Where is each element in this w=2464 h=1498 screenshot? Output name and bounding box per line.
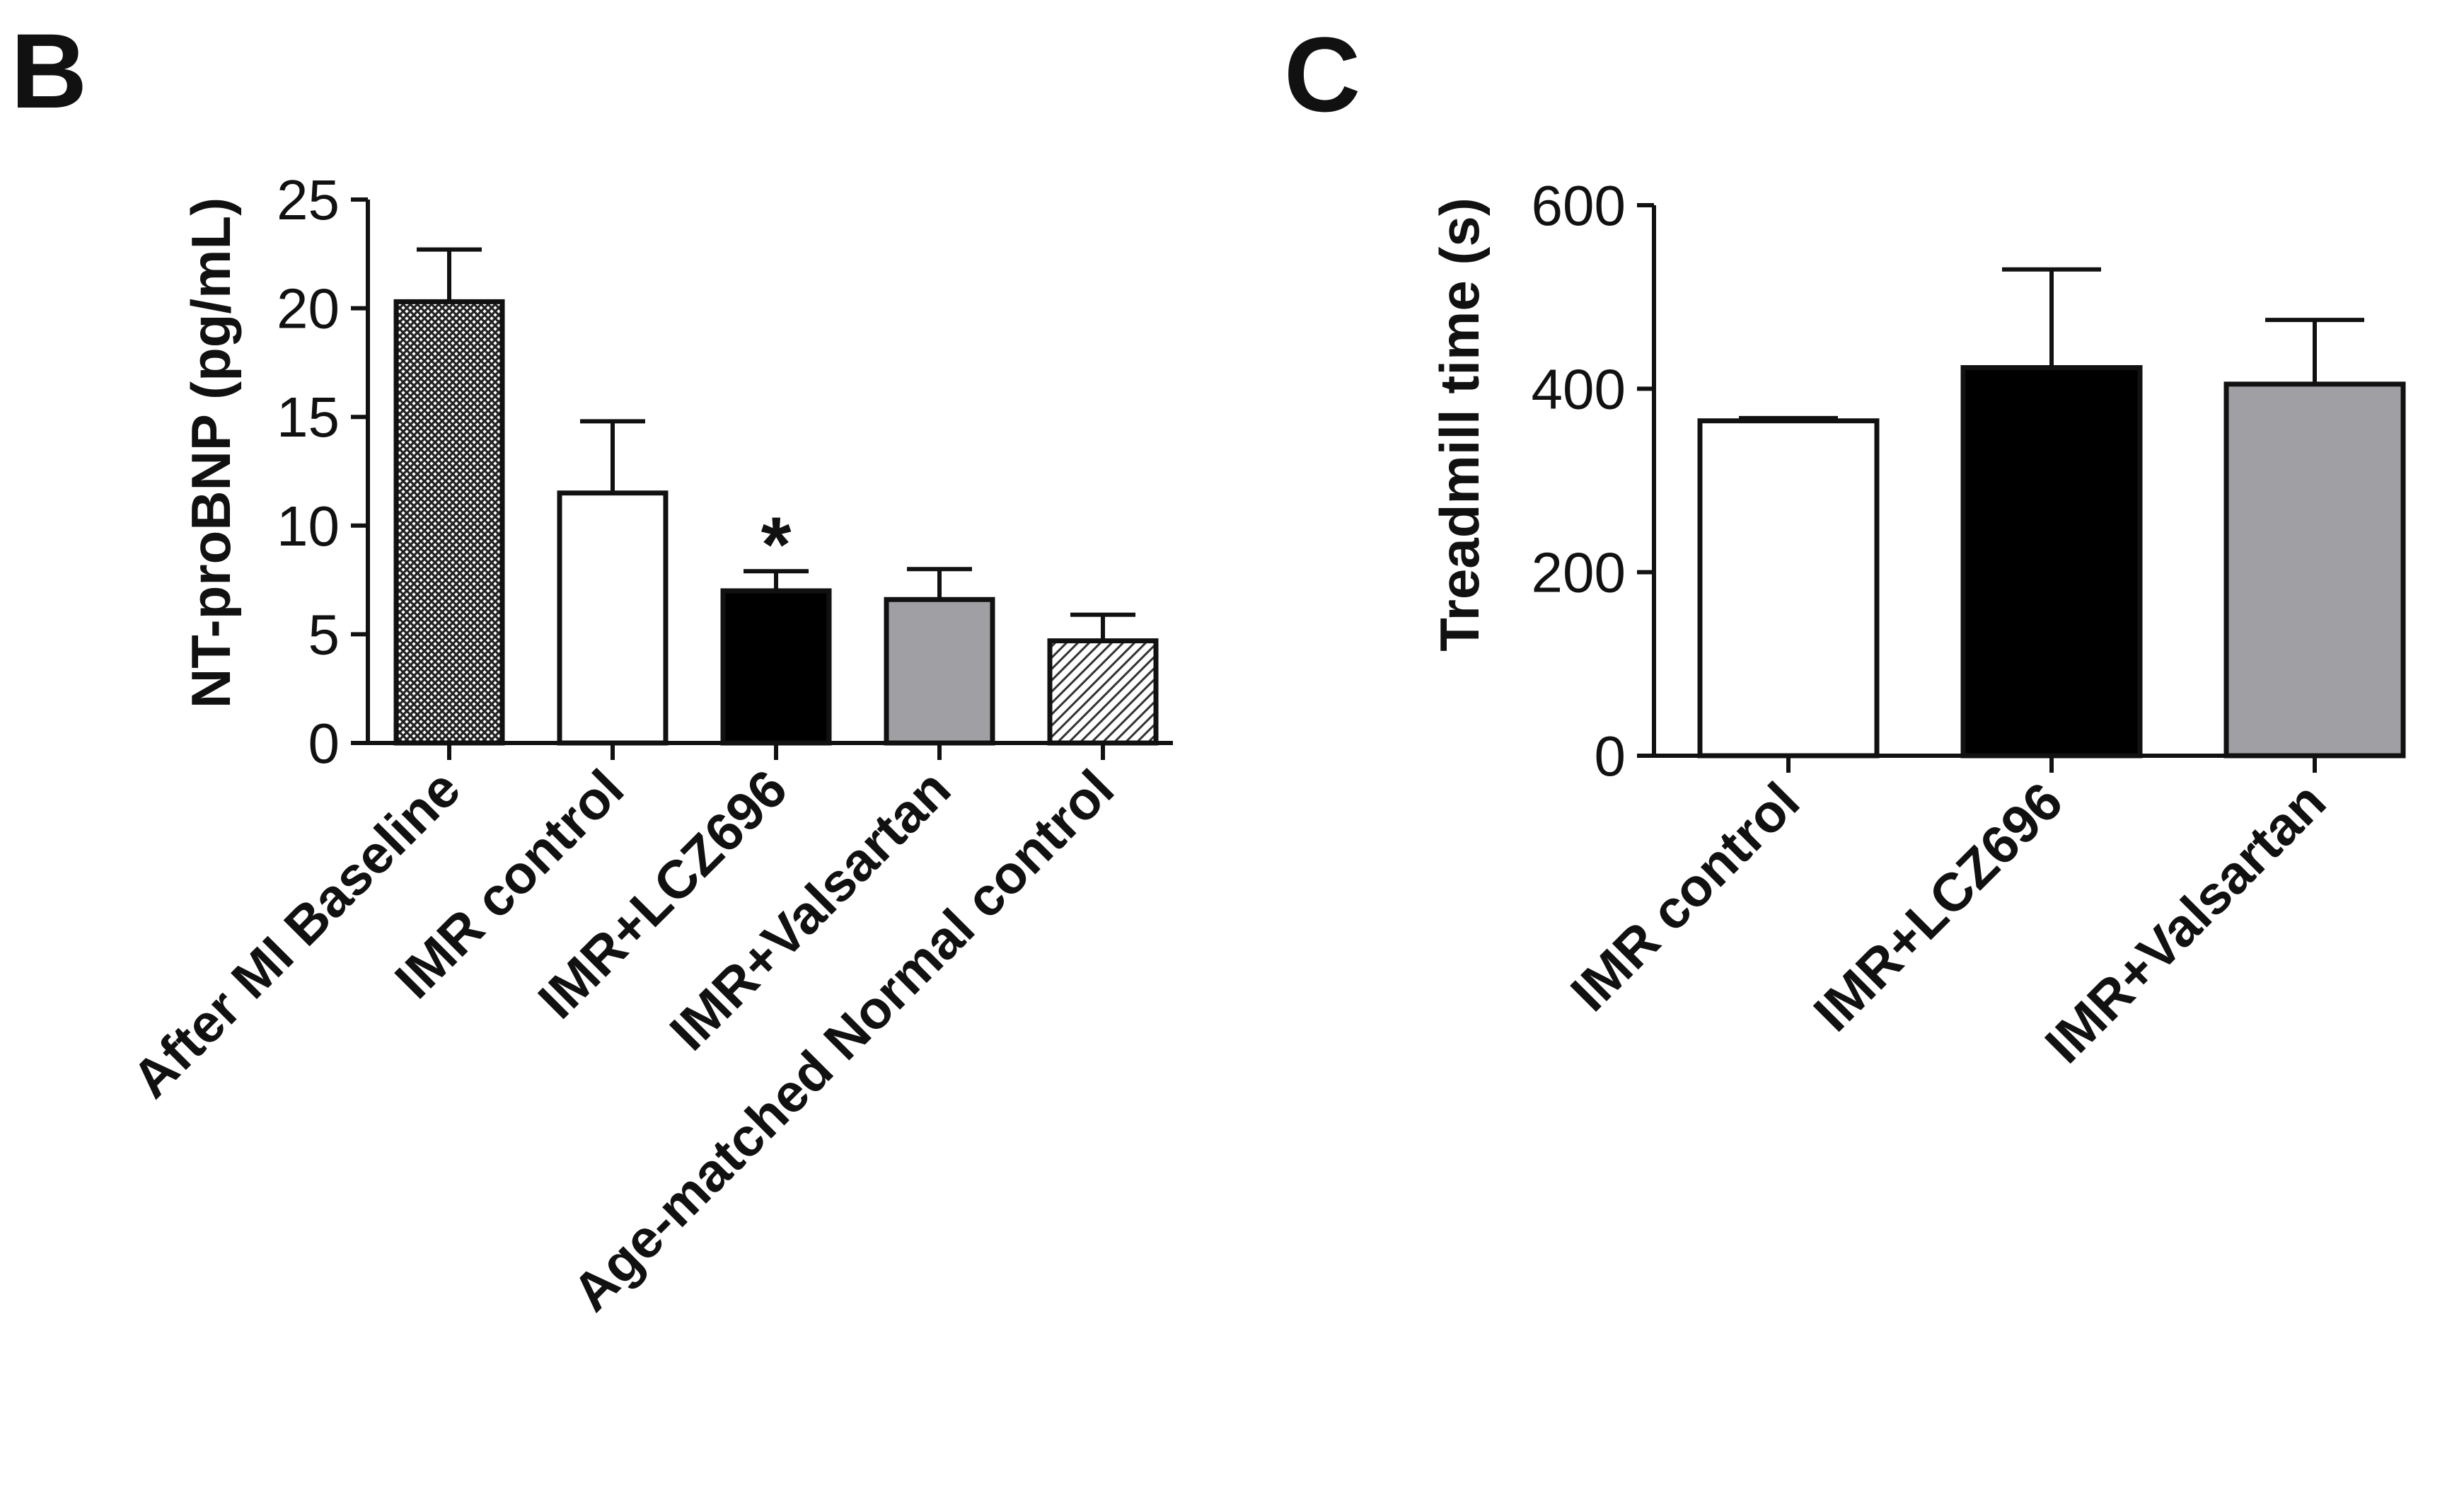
chart-c-bar-imr-lcz696 [1960,365,2143,759]
chart-c-bar-imr-valsartan [2223,381,2406,759]
chart-c-y-tick-label: 200 [1532,541,1626,604]
chart-b-bar-imr-valsartan [884,597,995,746]
chart-c-bar-imr-control [1697,418,1880,759]
chart-c-category-label: IMR+Valsartan [2034,771,2337,1075]
panel-letter-c: C [1284,15,1360,134]
chart-b-y-axis-label: NT-proBNP (pg/mL) [180,197,242,708]
chart-b-y-tick-label: 20 [277,277,340,340]
chart-b-bar-imr-control [557,490,669,746]
chart-c-y-axis-label: Treadmill time (s) [1428,197,1491,652]
chart-b-y-tick-label: 0 [308,712,340,775]
chart-b-category-label: IMR+Valsartan [659,759,962,1062]
chart-c-y-tick-label: 0 [1595,725,1626,788]
chart-b-y-tick-label: 15 [277,386,340,449]
chart-c-y-tick-label: 600 [1532,174,1626,237]
chart-c-category-label: IMR control [1559,771,1811,1023]
chart-b-significance-mark: * [761,501,792,588]
chart-c-y-tick-label: 400 [1532,357,1626,420]
chart-b-y-tick-label: 5 [308,603,340,666]
chart-b-bar-imr-lcz696 [720,588,832,746]
chart-b-bar-age-matched-normal-control [1047,638,1159,746]
chart-b-y-tick-label: 10 [277,495,340,558]
chart-b-bar-after-mi-baseline [393,299,505,746]
chart-c-treadmill-time: Treadmill time (s) 0 200 400 600 IMR control… [1428,174,2406,1075]
chart-c-category-label: IMR+LCZ696 [1803,771,2074,1043]
panel-letter-b: B [11,11,87,130]
chart-b-y-tick-label: 25 [277,168,340,231]
